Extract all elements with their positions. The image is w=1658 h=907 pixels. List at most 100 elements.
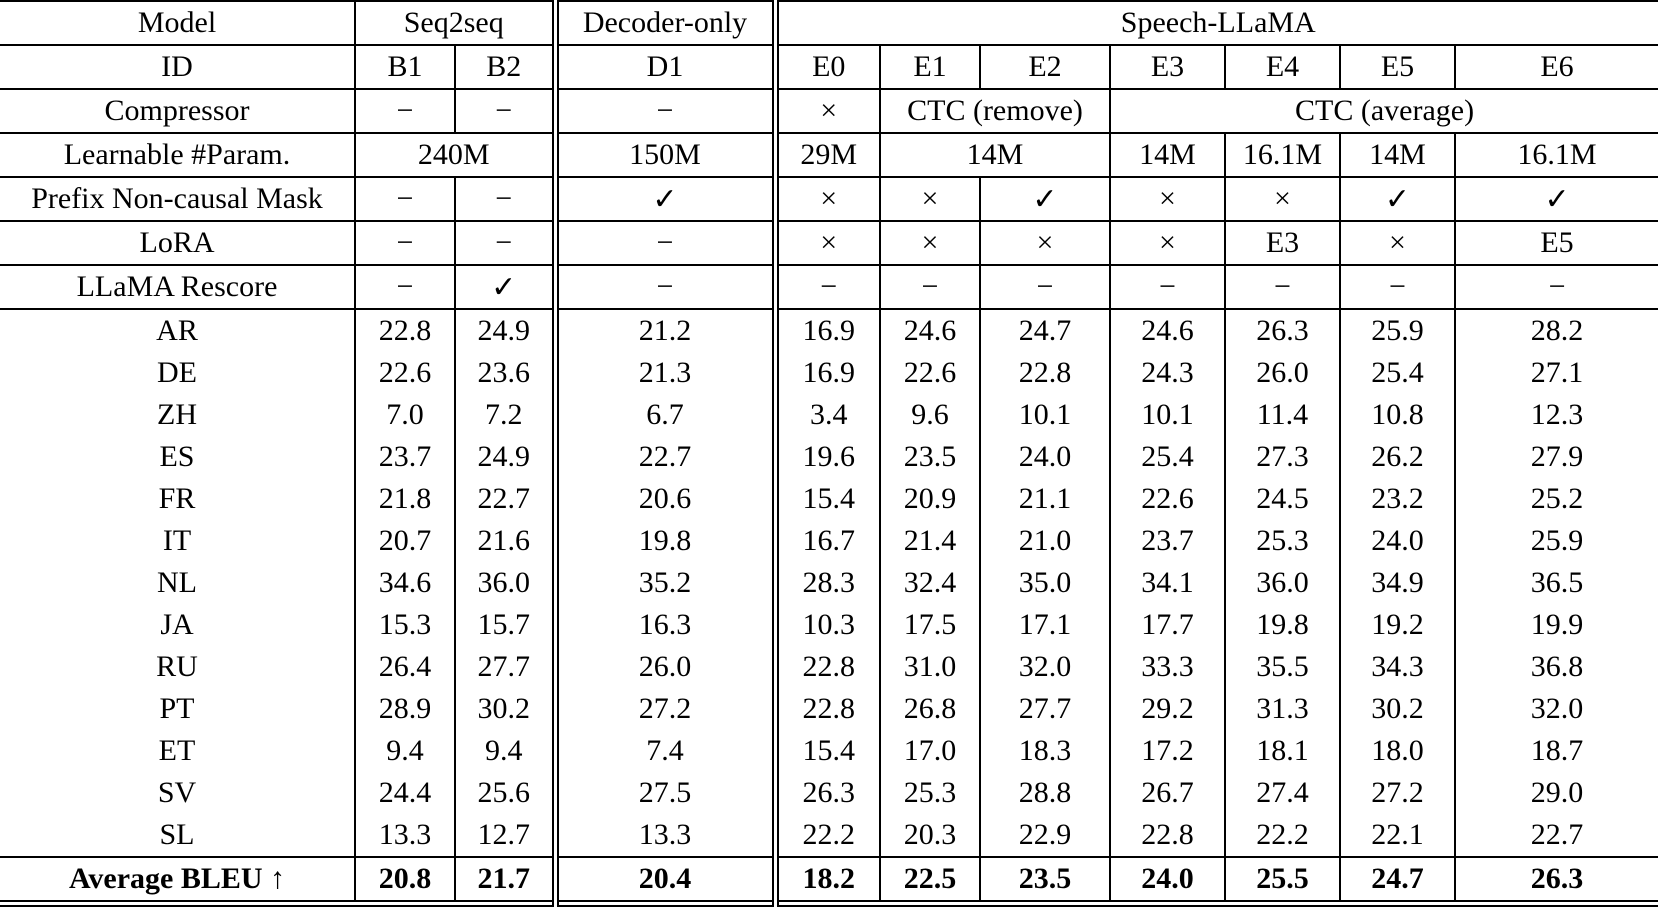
language-row: IT 20.7 21.6 19.8 16.7 21.4 21.0 23.7 25.3 24.0 25… <box>0 520 1658 562</box>
config-value: − <box>1453 265 1658 310</box>
bleu-value: 24.9 <box>454 436 555 478</box>
config-value: 14M <box>1109 133 1225 178</box>
bleu-value: 22.1 <box>1339 814 1455 857</box>
row-label-id: ID <box>0 45 355 90</box>
bleu-value: 36.0 <box>1224 562 1340 604</box>
bleu-value: 23.7 <box>1109 520 1225 562</box>
config-value: 29M <box>771 133 880 178</box>
bleu-value: 23.7 <box>354 436 455 478</box>
language-label: JA <box>160 608 194 641</box>
config-value: ✓ <box>979 177 1110 222</box>
bleu-value: 16.9 <box>771 352 880 394</box>
bleu-value: 20.7 <box>354 520 455 562</box>
bleu-value: 32.0 <box>1453 688 1658 730</box>
config-value: ✓ <box>551 177 775 222</box>
average-bleu-value: 21.7 <box>454 856 555 904</box>
bleu-value: 22.7 <box>551 436 775 478</box>
bleu-value: 22.8 <box>771 646 880 688</box>
bleu-value: 12.7 <box>454 814 555 857</box>
row-label-llama-rescore: LLaMA Rescore <box>0 265 355 310</box>
average-bleu-value: 25.5 <box>1224 856 1340 904</box>
bleu-value: 25.3 <box>1224 520 1340 562</box>
config-value: − <box>551 221 775 266</box>
average-bleu-value: 26.3 <box>1453 856 1658 904</box>
bleu-value: 32.4 <box>879 562 980 604</box>
bleu-value: 18.7 <box>1453 730 1658 772</box>
bleu-value: 28.2 <box>1453 309 1658 352</box>
config-value: ✓ <box>1339 177 1455 222</box>
bleu-value: 19.9 <box>1453 604 1658 646</box>
bleu-value: 24.0 <box>1339 520 1455 562</box>
bleu-value: 21.0 <box>979 520 1110 562</box>
bleu-value: 25.6 <box>454 772 555 814</box>
bleu-value: 15.7 <box>454 604 555 646</box>
bleu-value: 35.0 <box>979 562 1110 604</box>
bleu-value: 24.3 <box>1109 352 1225 394</box>
bleu-value: 27.2 <box>551 688 775 730</box>
config-value: − <box>1339 265 1455 310</box>
language-label: PT <box>159 692 195 725</box>
config-value-ctc-remove: CTC (remove) <box>879 89 1110 134</box>
bleu-value: 27.1 <box>1453 352 1658 394</box>
bleu-value: 31.3 <box>1224 688 1340 730</box>
bleu-value: 24.6 <box>879 309 980 352</box>
language-row: NL 34.6 36.0 35.2 28.3 32.4 35.0 34.1 36.0 34.9 36… <box>0 562 1658 604</box>
bleu-value: 22.2 <box>771 814 880 857</box>
bleu-value: 13.3 <box>354 814 455 857</box>
bleu-value: 17.0 <box>879 730 980 772</box>
bleu-value: 24.9 <box>454 309 555 352</box>
config-value: − <box>771 265 880 310</box>
language-row: JA 15.3 15.7 16.3 10.3 17.5 17.1 17.7 19.8 19.2 19… <box>0 604 1658 646</box>
bleu-value: 27.5 <box>551 772 775 814</box>
bleu-value: 26.7 <box>1109 772 1225 814</box>
bleu-value: 32.0 <box>979 646 1110 688</box>
config-value: 14M <box>879 133 1110 178</box>
bleu-value: 25.4 <box>1339 352 1455 394</box>
language-label: AR <box>156 314 198 347</box>
bleu-value: 24.4 <box>354 772 455 814</box>
bleu-value: 22.8 <box>771 688 880 730</box>
bleu-value: 24.5 <box>1224 478 1340 520</box>
bleu-value: 17.2 <box>1109 730 1225 772</box>
bleu-value: 10.1 <box>1109 394 1225 436</box>
config-value: 150M <box>551 133 775 178</box>
language-label: DE <box>157 356 197 389</box>
config-value: E5 <box>1453 221 1658 266</box>
bleu-value: 16.9 <box>771 309 880 352</box>
config-value: − <box>1224 265 1340 310</box>
bleu-value: 22.9 <box>979 814 1110 857</box>
bleu-value: 7.0 <box>354 394 455 436</box>
row-label-prefix-mask: Prefix Non-causal Mask <box>0 177 355 222</box>
bleu-value: 22.8 <box>354 309 455 352</box>
row-label-compressor: Compressor <box>0 89 355 134</box>
bleu-value: 21.2 <box>551 309 775 352</box>
language-row: SL 13.3 12.7 13.3 22.2 20.3 22.9 22.8 22.2 22.1 22… <box>0 814 1658 857</box>
average-row: Average BLEU ↑ 20.8 21.7 20.4 18.2 22.5 … <box>0 856 1658 904</box>
row-label-average-bleu: Average BLEU ↑ <box>0 856 355 904</box>
config-value: − <box>354 89 455 134</box>
bleu-value: 27.2 <box>1339 772 1455 814</box>
language-row: ES 23.7 24.9 22.7 19.6 23.5 24.0 25.4 27.3 26.2 27… <box>0 436 1658 478</box>
bleu-value: 26.0 <box>1224 352 1340 394</box>
bleu-value: 22.8 <box>1109 814 1225 857</box>
bleu-value: 22.7 <box>1453 814 1658 857</box>
bleu-value: 34.9 <box>1339 562 1455 604</box>
column-id-e6: E6 <box>1453 45 1658 90</box>
bleu-value: 36.0 <box>454 562 555 604</box>
average-bleu-value: 24.7 <box>1339 856 1455 904</box>
bleu-value: 35.2 <box>551 562 775 604</box>
config-value: 16.1M <box>1453 133 1658 178</box>
config-value: × <box>1339 221 1455 266</box>
bleu-value: 25.9 <box>1453 520 1658 562</box>
bleu-value: 23.6 <box>454 352 555 394</box>
config-value: 16.1M <box>1224 133 1340 178</box>
config-row-prefix-mask: Prefix Non-causal Mask − − ✓ × × ✓ × × ✓… <box>0 177 1658 222</box>
config-value: E3 <box>1224 221 1340 266</box>
bleu-value: 20.6 <box>551 478 775 520</box>
bleu-value: 21.8 <box>354 478 455 520</box>
bleu-value: 25.4 <box>1109 436 1225 478</box>
bleu-value: 23.2 <box>1339 478 1455 520</box>
language-row: FR 21.8 22.7 20.6 15.4 20.9 21.1 22.6 24.5 23.2 25… <box>0 478 1658 520</box>
column-id-e3: E3 <box>1109 45 1225 90</box>
